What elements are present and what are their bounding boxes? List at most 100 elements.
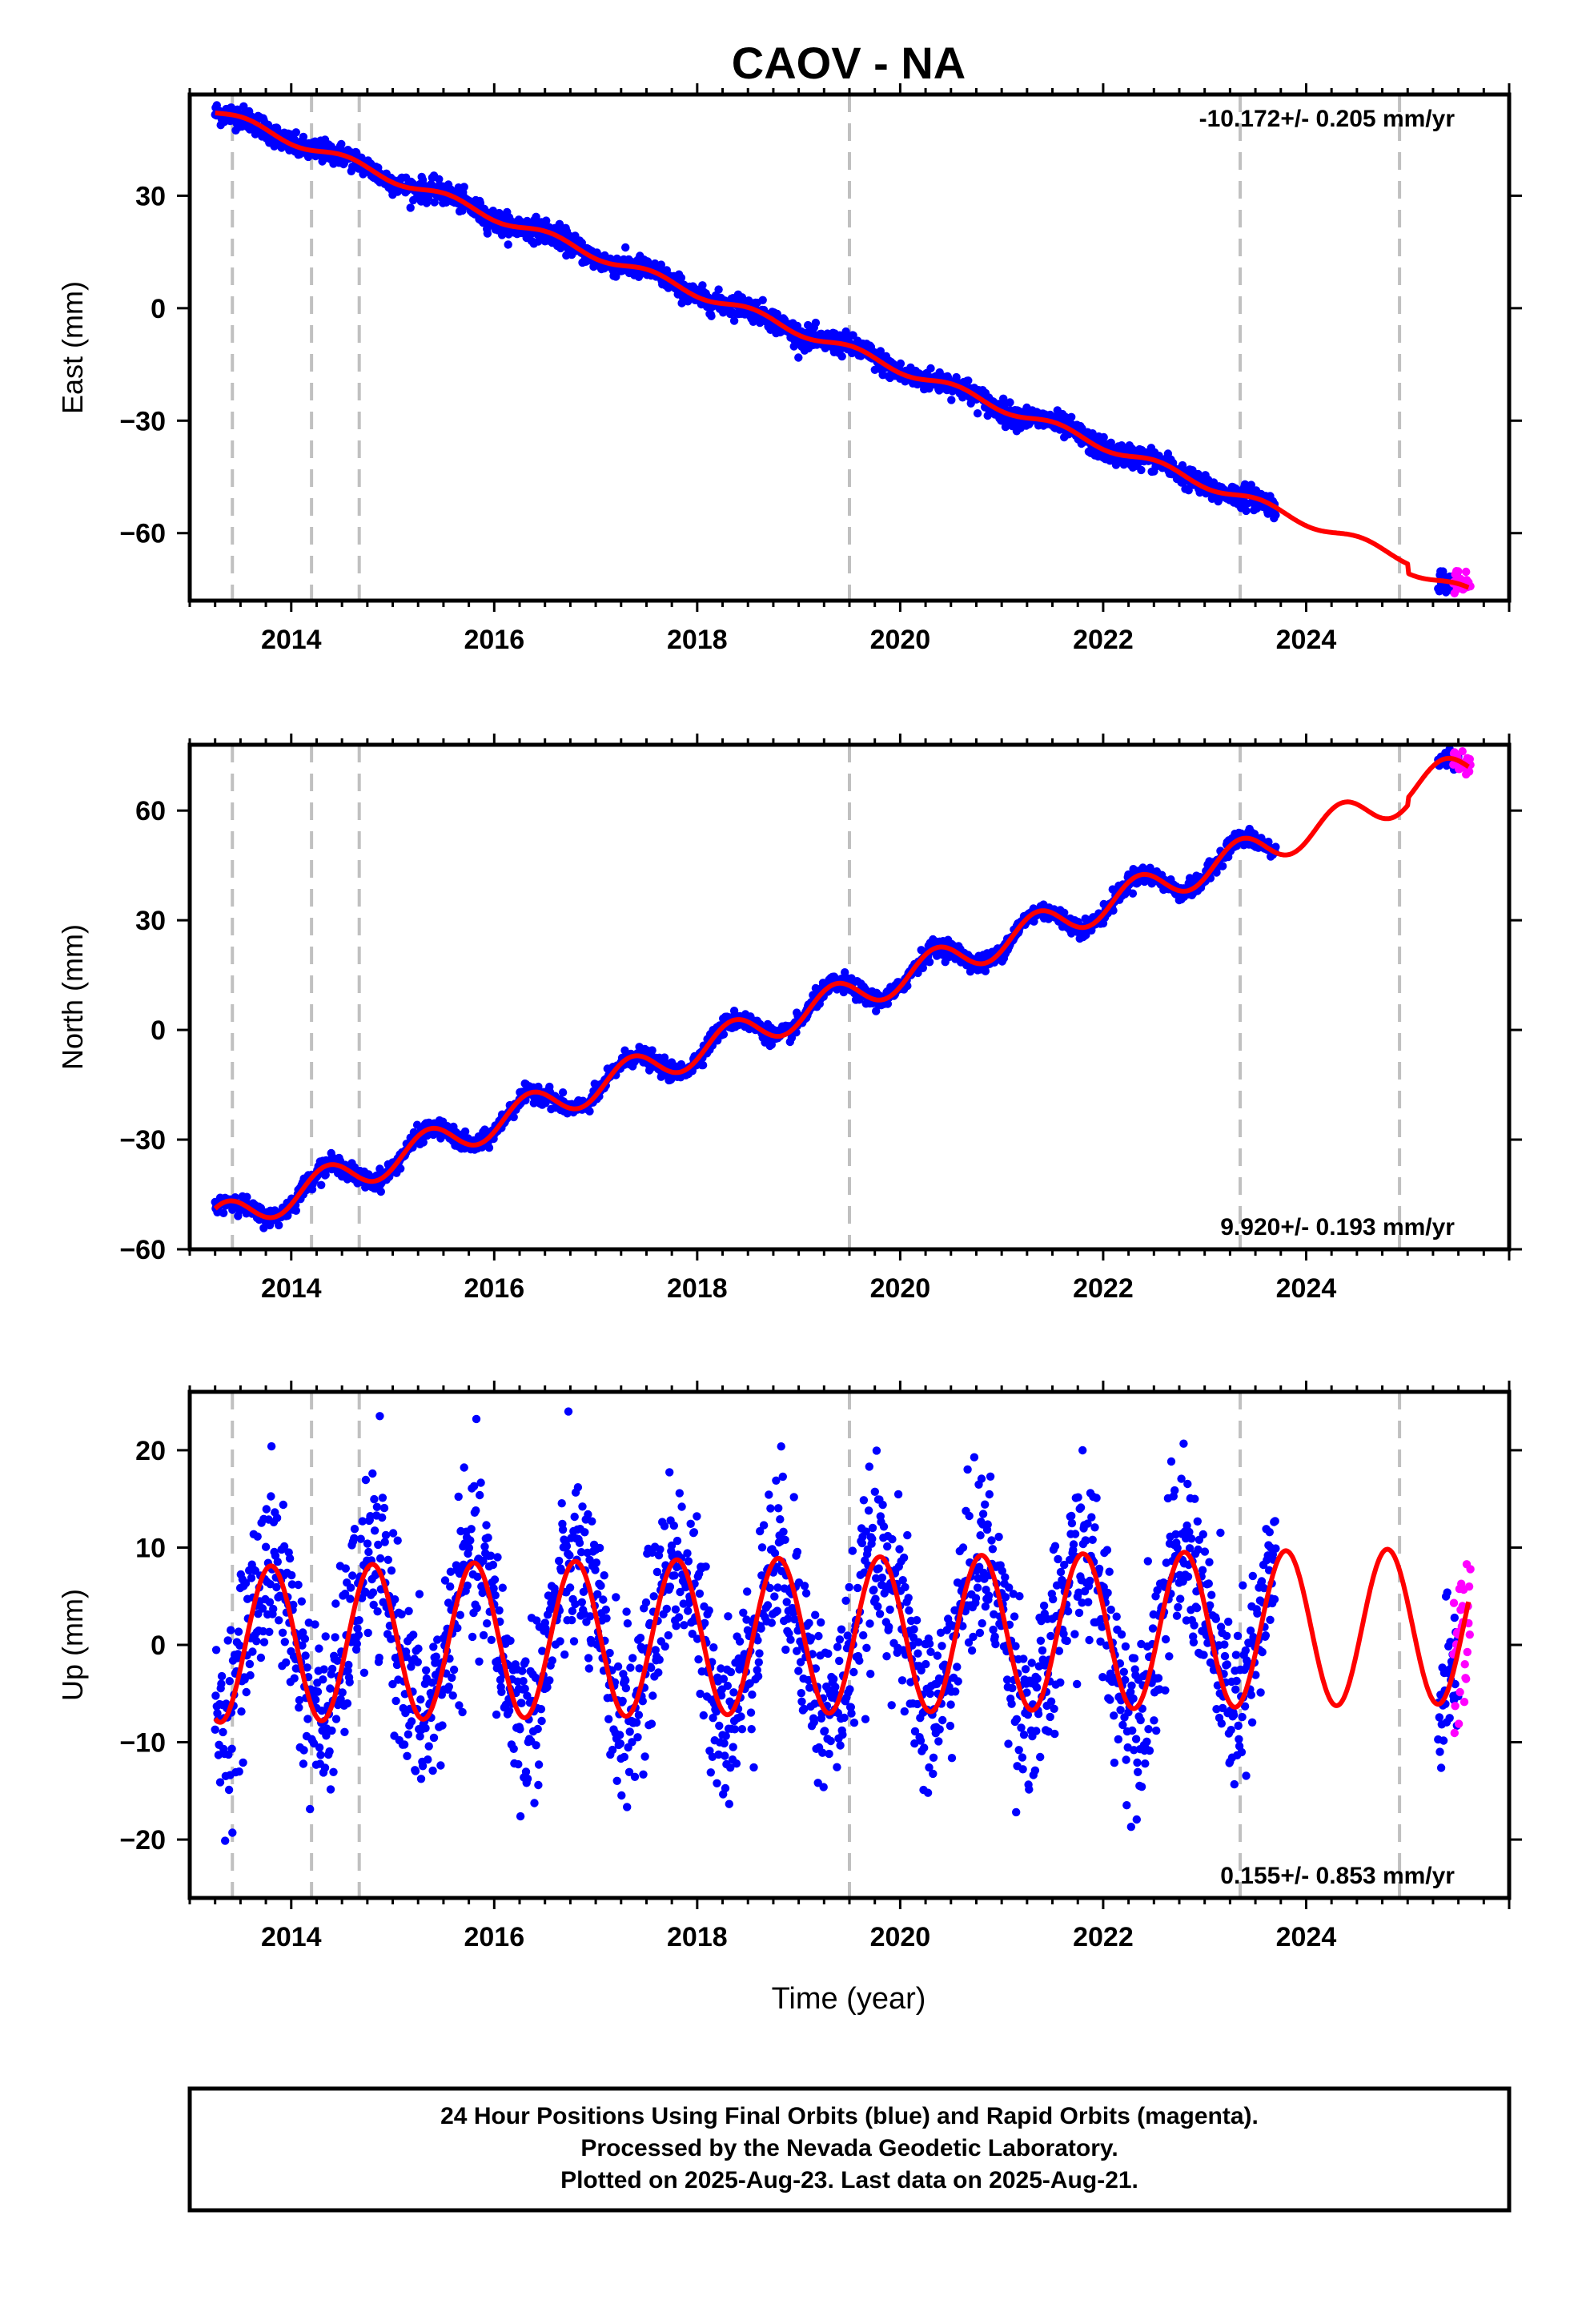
final-orbit-point bbox=[331, 1599, 340, 1608]
data-points bbox=[211, 745, 1475, 1232]
final-orbit-point bbox=[497, 1687, 506, 1696]
final-orbit-point bbox=[272, 1582, 281, 1592]
final-orbit-point bbox=[620, 1752, 628, 1762]
final-orbit-point bbox=[472, 1506, 480, 1515]
final-orbit-point bbox=[487, 1635, 496, 1644]
final-orbit-point bbox=[639, 1770, 648, 1779]
final-orbit-point bbox=[490, 1575, 500, 1584]
final-orbit-point bbox=[321, 1632, 330, 1641]
final-orbit-point bbox=[600, 1571, 608, 1580]
final-orbit-point bbox=[368, 1588, 378, 1597]
final-orbit-point bbox=[317, 1180, 326, 1190]
y-tick-label: −60 bbox=[119, 519, 166, 549]
final-orbit-point bbox=[407, 1717, 416, 1726]
final-orbit-point bbox=[352, 1639, 361, 1648]
final-orbit-point bbox=[640, 1752, 649, 1761]
final-orbit-point bbox=[521, 1657, 530, 1666]
y-tick-label: −30 bbox=[119, 406, 166, 436]
final-orbit-point bbox=[483, 1619, 492, 1628]
final-orbit-point bbox=[261, 1542, 271, 1551]
final-orbit-point bbox=[596, 1581, 605, 1590]
final-orbit-point bbox=[545, 1676, 554, 1685]
x-tick-label: 2014 bbox=[261, 625, 322, 655]
y-axis-label: North (mm) bbox=[56, 924, 89, 1070]
final-orbit-point bbox=[1247, 480, 1256, 489]
final-orbit-point bbox=[404, 1606, 413, 1616]
x-tick-label: 2018 bbox=[667, 625, 728, 655]
final-orbit-point bbox=[616, 1731, 624, 1739]
final-orbit-point bbox=[519, 1677, 528, 1686]
final-orbit-point bbox=[413, 1658, 422, 1667]
final-orbit-point bbox=[613, 1662, 623, 1671]
final-orbit-point bbox=[516, 1725, 524, 1734]
final-orbit-point bbox=[411, 1767, 420, 1775]
final-orbit-point bbox=[647, 1719, 656, 1728]
final-orbit-point bbox=[414, 1644, 423, 1653]
final-orbit-point bbox=[415, 1590, 424, 1598]
north-panel: 2014 2016 2018 2020 2022 202460300−30−60North… bbox=[56, 734, 1522, 1304]
final-orbit-point bbox=[558, 1088, 568, 1097]
final-orbit-point bbox=[416, 1775, 426, 1783]
final-orbit-point bbox=[622, 1607, 631, 1616]
final-orbit-point bbox=[448, 1673, 456, 1683]
final-orbit-point bbox=[1001, 422, 1010, 432]
final-orbit-point bbox=[565, 1583, 575, 1592]
final-orbit-point bbox=[252, 1637, 261, 1646]
final-orbit-point bbox=[1067, 412, 1076, 421]
model-curve bbox=[214, 111, 1470, 590]
final-orbit-point bbox=[275, 1220, 283, 1230]
final-orbit-point bbox=[616, 1739, 625, 1748]
final-orbit-point bbox=[348, 1571, 357, 1580]
final-orbit-point bbox=[569, 1637, 579, 1646]
x-tick-label: 2016 bbox=[464, 1273, 524, 1304]
final-orbit-point bbox=[964, 376, 973, 385]
final-orbit-point bbox=[926, 364, 935, 373]
final-orbit-point bbox=[837, 352, 846, 361]
final-orbit-point bbox=[393, 1536, 402, 1545]
final-orbit-point bbox=[429, 1642, 438, 1651]
rapid-orbit-point bbox=[1462, 567, 1471, 577]
y-tick-label: 60 bbox=[135, 796, 166, 826]
final-orbit-point bbox=[468, 1632, 477, 1642]
final-orbit-point bbox=[291, 1206, 300, 1216]
final-orbit-point bbox=[621, 1676, 630, 1685]
final-orbit-point bbox=[259, 1638, 269, 1647]
final-orbit-point bbox=[811, 318, 821, 328]
final-orbit-point bbox=[564, 1407, 573, 1416]
final-orbit-point bbox=[714, 285, 723, 294]
x-tick-label: 2020 bbox=[870, 1273, 931, 1304]
final-orbit-point bbox=[896, 359, 905, 368]
final-orbit-point bbox=[246, 1671, 255, 1680]
x-tick-label: 2022 bbox=[1073, 625, 1134, 655]
velocity-label: -10.172+/- 0.205 mm/yr bbox=[1199, 106, 1456, 132]
final-orbit-point bbox=[219, 1208, 228, 1218]
final-orbit-point bbox=[1137, 465, 1146, 475]
final-orbit-point bbox=[343, 1699, 352, 1708]
final-orbit-point bbox=[379, 1503, 389, 1513]
final-orbit-point bbox=[248, 1647, 257, 1656]
final-orbit-point bbox=[577, 1598, 586, 1607]
final-orbit-point bbox=[1219, 862, 1227, 870]
final-orbit-point bbox=[557, 1499, 566, 1508]
final-orbit-point bbox=[446, 1582, 455, 1591]
final-orbit-point bbox=[454, 1492, 463, 1502]
final-orbit-point bbox=[430, 198, 439, 207]
final-orbit-point bbox=[421, 1723, 430, 1733]
final-orbit-point bbox=[492, 1710, 501, 1719]
final-orbit-point bbox=[345, 1678, 354, 1687]
final-orbit-point bbox=[560, 1650, 569, 1659]
y-tick-label: 0 bbox=[151, 1015, 166, 1046]
final-orbit-point bbox=[278, 1628, 287, 1638]
final-orbit-point bbox=[532, 1741, 540, 1750]
final-orbit-point bbox=[376, 1187, 385, 1196]
final-orbit-point bbox=[355, 1616, 363, 1625]
final-orbit-point bbox=[448, 1691, 457, 1700]
final-orbit-point bbox=[482, 1521, 491, 1530]
final-orbit-point bbox=[584, 1664, 593, 1673]
final-orbit-point bbox=[331, 1715, 341, 1723]
final-orbit-point bbox=[592, 1558, 601, 1567]
rapid-orbit-point bbox=[1454, 567, 1463, 576]
final-orbit-point bbox=[580, 1528, 589, 1537]
